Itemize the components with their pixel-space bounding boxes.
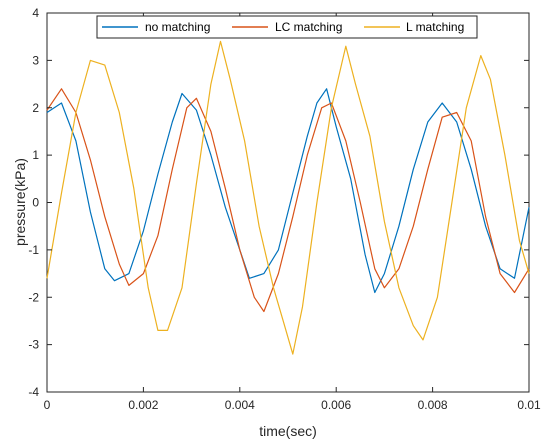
x-tick-label: 0.002	[128, 398, 158, 412]
x-tick-label: 0.01	[517, 398, 541, 412]
plot-area	[46, 12, 530, 393]
y-tick-label: -1	[28, 243, 39, 257]
y-tick-label: 3	[32, 53, 39, 67]
y-tick-label: 1	[32, 148, 39, 162]
x-tick-label: 0.004	[225, 398, 255, 412]
y-tick-label: 4	[32, 6, 39, 20]
y-tick-label: 0	[32, 196, 39, 210]
series-line-no-matching	[46, 88, 530, 294]
y-axis-label: pressure(kPa)	[12, 158, 28, 246]
series-line-l-matching	[46, 40, 530, 355]
y-tick-label: -2	[28, 290, 39, 304]
y-tick-label: 2	[32, 101, 39, 115]
legend-label-l-matching: L matching	[406, 20, 464, 34]
x-axis-label: time(sec)	[259, 423, 317, 439]
legend-label-no-matching: no matching	[145, 20, 210, 34]
series-layer	[46, 40, 530, 355]
tick-layer: 0 0.002 0.004 0.006 0.008 0.01 4 3 2 1 0 -1 -2 -3 -4	[28, 6, 541, 412]
series-line-lc-matching	[46, 88, 530, 313]
y-tick-label: -4	[28, 385, 39, 399]
x-tick-label: 0.006	[321, 398, 351, 412]
legend: no matching LC matching L matching	[96, 15, 478, 39]
legend-label-lc-matching: LC matching	[275, 20, 342, 34]
y-tick-label: -3	[28, 338, 39, 352]
legend-box	[96, 15, 478, 39]
x-tick-label: 0.008	[418, 398, 448, 412]
x-tick-label: 0	[44, 398, 51, 412]
